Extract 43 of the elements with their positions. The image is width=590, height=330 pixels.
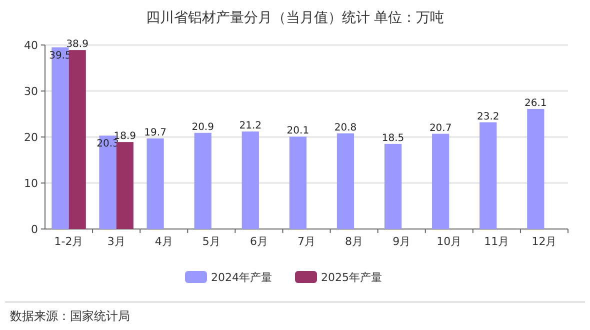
bar bbox=[146, 138, 164, 229]
data-label: 26.1 bbox=[524, 98, 547, 109]
bar bbox=[289, 136, 306, 229]
bar bbox=[52, 47, 69, 229]
bar bbox=[99, 136, 116, 229]
bar bbox=[116, 142, 134, 229]
data-label: 19.7 bbox=[144, 127, 166, 138]
bar bbox=[194, 132, 212, 229]
x-tick-label: 9月 bbox=[392, 235, 411, 248]
chart-title: 四川省铝材产量分月（当月值）统计 单位：万吨 bbox=[146, 10, 444, 26]
data-label: 38.9 bbox=[66, 39, 88, 50]
bar bbox=[68, 50, 86, 229]
bar bbox=[242, 131, 259, 229]
x-tick-label: 12月 bbox=[532, 235, 557, 248]
data-label: 21.2 bbox=[239, 120, 262, 132]
bar bbox=[432, 134, 450, 229]
x-tick-label: 6月 bbox=[250, 235, 268, 248]
bar bbox=[384, 144, 402, 229]
y-tick-label: 0 bbox=[31, 223, 38, 236]
data-label: 20.8 bbox=[334, 122, 357, 134]
x-tick-label: 4月 bbox=[154, 235, 173, 248]
x-tick-label: 1-2月 bbox=[54, 235, 84, 248]
data-label: 20.7 bbox=[429, 122, 452, 134]
bar bbox=[480, 122, 497, 229]
x-tick-label: 3月 bbox=[107, 235, 126, 248]
y-tick-label: 40 bbox=[24, 39, 38, 52]
x-tick-label: 10月 bbox=[436, 235, 462, 248]
legend-label: 2025年产量 bbox=[321, 271, 382, 284]
y-tick-label: 30 bbox=[24, 85, 38, 98]
bar bbox=[527, 108, 544, 229]
legend-label: 2024年产量 bbox=[211, 271, 272, 284]
x-tick-label: 8月 bbox=[345, 235, 364, 248]
data-label: 20.1 bbox=[286, 126, 310, 137]
source-note: 数据来源：国家统计局 bbox=[10, 309, 130, 323]
y-tick-label: 20 bbox=[24, 131, 38, 144]
x-tick-label: 7月 bbox=[298, 235, 316, 248]
data-label: 23.2 bbox=[476, 111, 500, 122]
bar bbox=[336, 133, 354, 229]
y-tick-label: 10 bbox=[24, 177, 38, 190]
x-tick-label: 5月 bbox=[202, 235, 220, 248]
data-label: 18.5 bbox=[382, 132, 404, 144]
data-label: 20.9 bbox=[192, 122, 214, 133]
x-tick-label: 11月 bbox=[484, 235, 510, 248]
